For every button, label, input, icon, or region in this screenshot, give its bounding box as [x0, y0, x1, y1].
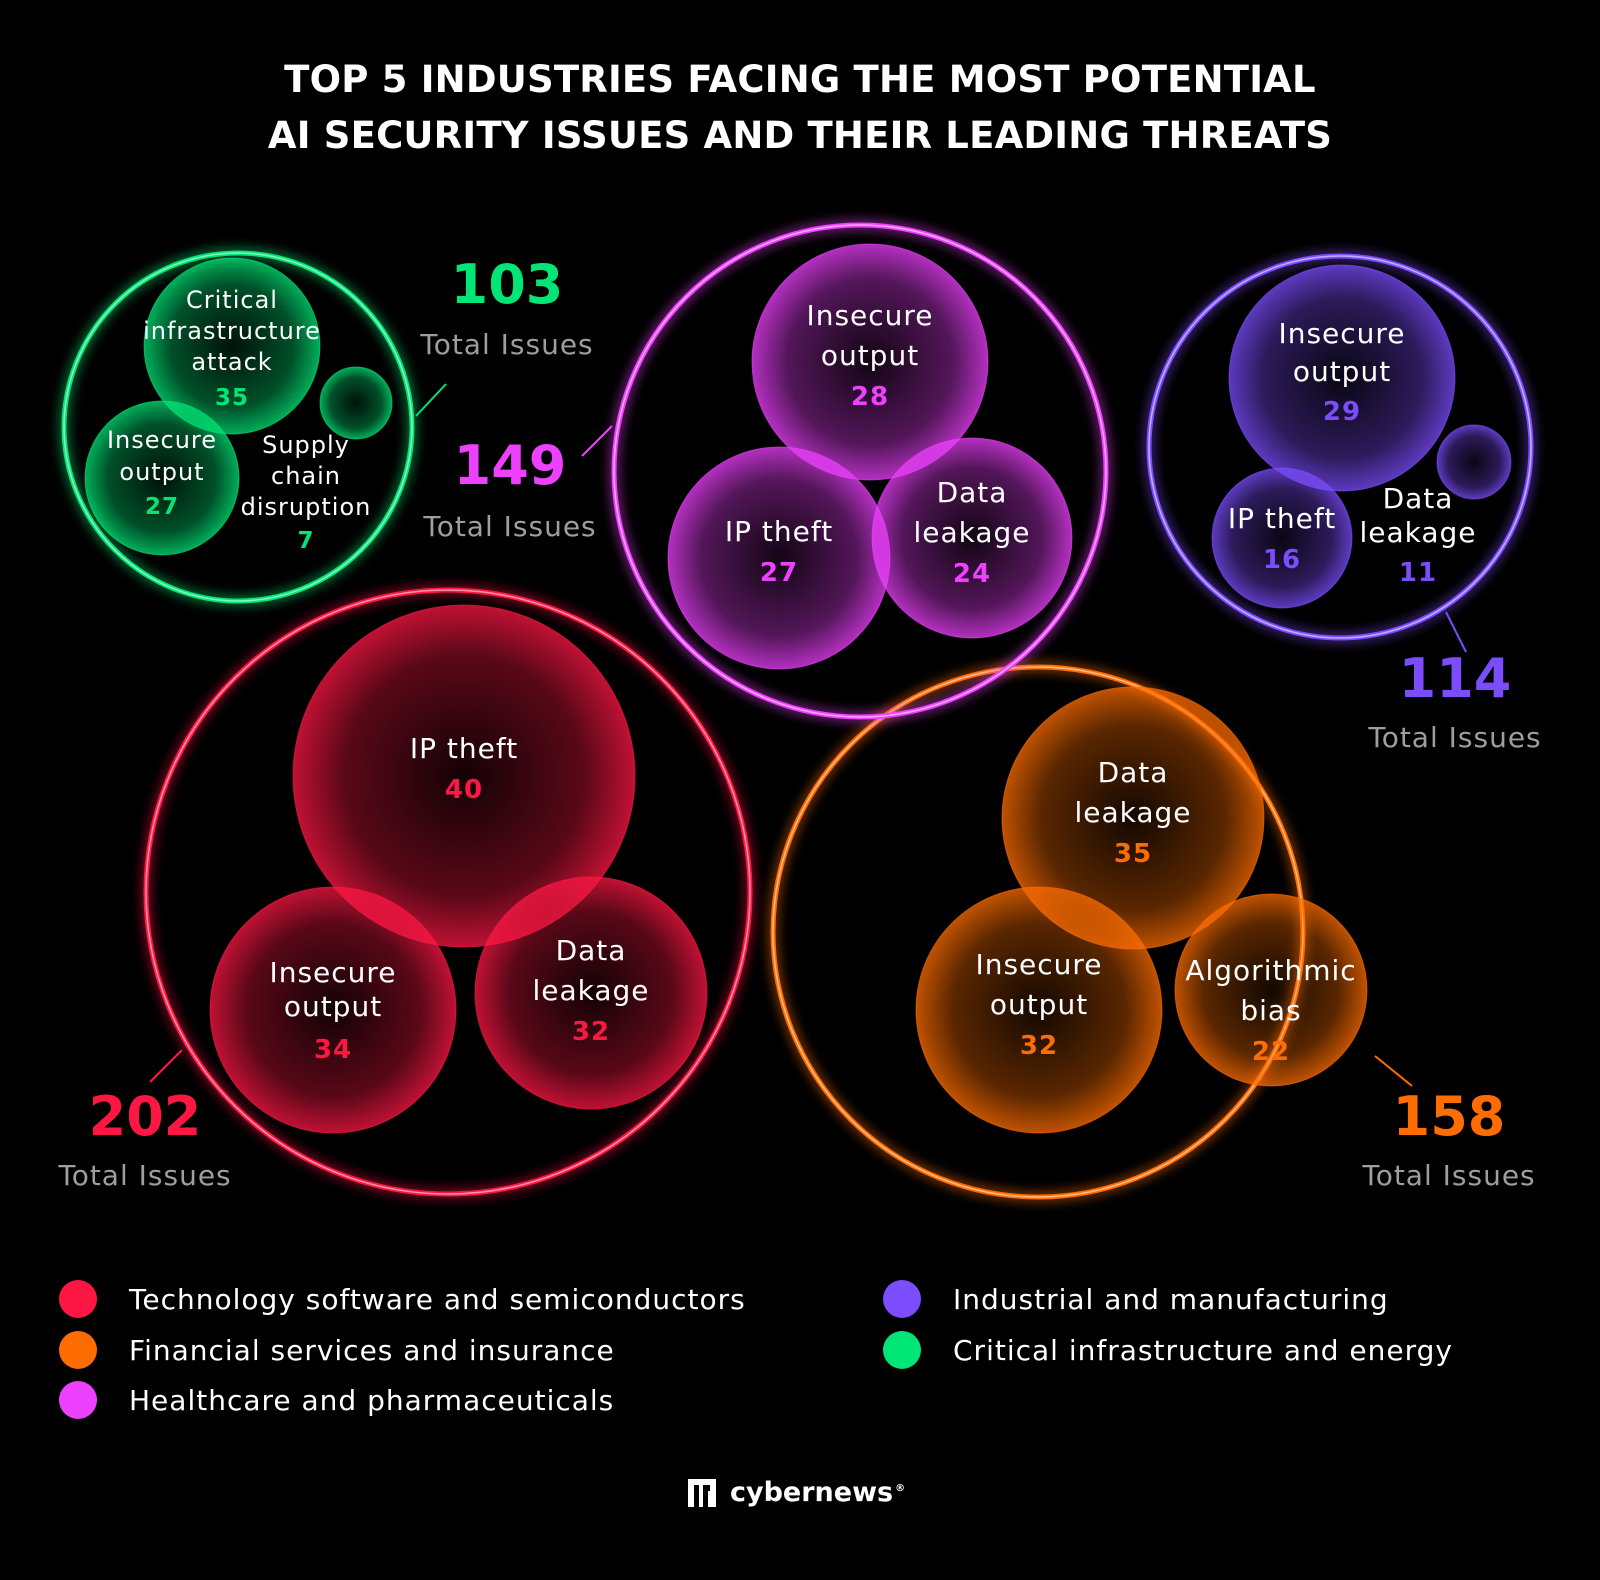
total-label-financial: Total Issues: [1361, 1159, 1535, 1192]
total-value-critical: 103: [451, 253, 564, 316]
brand-name-text: cybernews: [730, 1477, 894, 1508]
outer-ring-highlight-healthcare: [613, 224, 1107, 718]
threat-value-technology-0: 40: [445, 775, 483, 805]
threat-bubble-critical-2: [319, 366, 393, 440]
threat-label-financial-1: output: [990, 988, 1088, 1021]
threat-bubble-technology-2: [474, 876, 708, 1110]
brand-registered-mark: ®: [895, 1483, 906, 1494]
threat-label-technology-0: IP theft: [410, 732, 518, 765]
threat-bubble-industrial-2: [1436, 424, 1512, 500]
threat-value-critical-2: 7: [297, 528, 314, 554]
chart-title-line-2: AI SECURITY ISSUES AND THEIR LEADING THR…: [267, 114, 1333, 157]
threat-bubble-technology-1: [209, 886, 457, 1134]
threat-value-healthcare-1: 27: [760, 558, 798, 588]
threat-label-critical-2: disruption: [241, 493, 372, 521]
threat-label-critical-1: Insecure: [107, 426, 217, 454]
threat-value-healthcare-0: 28: [851, 382, 889, 412]
brand-name: cybernews ®: [730, 1477, 905, 1508]
threat-label-technology-1: Insecure: [269, 956, 396, 989]
chart-title: TOP 5 INDUSTRIES FACING THE MOST POTENTI…: [0, 52, 1600, 164]
threat-value-financial-0: 35: [1114, 839, 1152, 869]
cybernews-logo-icon: [688, 1478, 716, 1507]
threat-label-healthcare-2: Data: [937, 476, 1008, 509]
threat-label-critical-2: chain: [271, 462, 341, 490]
total-value-healthcare: 149: [454, 434, 567, 497]
threat-bubble-industrial-0: [1228, 264, 1456, 492]
threat-value-financial-1: 32: [1020, 1031, 1058, 1061]
leader-line-healthcare: [581, 425, 613, 457]
threat-label-critical-0: attack: [191, 348, 272, 376]
threat-value-critical-1: 27: [145, 494, 179, 520]
industry-group-financial: Data leakage 35 Insecure output 32 Algorithmic…: [770, 664, 1535, 1200]
threat-label-technology-2: Data: [556, 934, 627, 967]
threat-value-financial-2: 22: [1252, 1037, 1290, 1067]
brand: cybernews ®: [688, 1477, 905, 1508]
industry-group-critical: Critical infrastructure attack 35 Insecure ou…: [61, 250, 593, 604]
threat-bubble-healthcare-0: [751, 243, 989, 481]
threat-label-technology-1: output: [284, 990, 382, 1023]
threat-label-financial-0: leakage: [1074, 796, 1191, 829]
threat-value-technology-2: 32: [572, 1017, 610, 1047]
total-label-healthcare: Total Issues: [422, 510, 596, 543]
total-label-industrial: Total Issues: [1367, 721, 1541, 754]
threat-value-technology-1: 34: [314, 1035, 352, 1065]
threat-label-financial-1: Insecure: [975, 948, 1102, 981]
chart-title-line-1: TOP 5 INDUSTRIES FACING THE MOST POTENTI…: [284, 58, 1316, 101]
threat-bubble-technology-0: [292, 604, 636, 948]
threat-label-healthcare-0: Insecure: [806, 299, 933, 332]
threat-label-critical-1: output: [119, 458, 204, 486]
threat-bubble-financial-1: [915, 886, 1163, 1134]
outer-ring-highlight-industrial: [1148, 255, 1532, 639]
outer-ring-highlight-critical: [63, 252, 413, 602]
threat-label-financial-2: Algorithmic: [1185, 954, 1356, 987]
threat-value-healthcare-2: 24: [953, 559, 991, 589]
threat-value-industrial-1: 16: [1263, 545, 1301, 575]
threat-value-industrial-0: 29: [1323, 397, 1361, 427]
threat-label-industrial-1: IP theft: [1228, 502, 1336, 535]
threat-value-critical-0: 35: [215, 385, 249, 411]
threat-label-healthcare-2: leakage: [913, 516, 1030, 549]
threat-bubble-healthcare-2: [871, 437, 1073, 639]
threat-label-healthcare-1: IP theft: [725, 515, 833, 548]
threat-label-healthcare-0: output: [821, 339, 919, 372]
threat-label-industrial-0: output: [1293, 355, 1391, 388]
leader-line-technology: [149, 1049, 183, 1083]
leader-line-critical: [415, 383, 447, 417]
threat-label-critical-2: Supply: [262, 431, 350, 459]
outer-ring-highlight-technology: [145, 589, 751, 1195]
threat-bubble-industrial-1: [1211, 467, 1353, 609]
threat-label-financial-2: bias: [1240, 994, 1301, 1027]
threat-label-industrial-0: Insecure: [1278, 317, 1405, 350]
threat-label-critical-0: infrastructure: [143, 317, 321, 345]
threat-bubble-critical-1: [84, 400, 240, 556]
threat-bubble-financial-2: [1174, 893, 1368, 1087]
threat-label-industrial-2: leakage: [1359, 516, 1476, 549]
threat-label-industrial-2: Data: [1383, 482, 1454, 515]
threat-label-critical-0: Critical: [186, 286, 278, 314]
threat-bubble-critical-0: [143, 257, 321, 435]
total-value-industrial: 114: [1399, 647, 1512, 710]
total-label-critical: Total Issues: [419, 328, 593, 361]
industry-group-healthcare: Insecure output 28 IP theft 27 Data leakage 24 1…: [422, 222, 1109, 720]
total-value-technology: 202: [89, 1085, 202, 1148]
leader-line-industrial: [1445, 611, 1467, 653]
total-value-financial: 158: [1393, 1085, 1506, 1148]
threat-label-financial-0: Data: [1098, 756, 1169, 789]
threat-label-technology-2: leakage: [532, 974, 649, 1007]
threat-value-industrial-2: 11: [1399, 558, 1437, 588]
total-label-technology: Total Issues: [57, 1159, 231, 1192]
leader-line-financial: [1374, 1055, 1413, 1087]
